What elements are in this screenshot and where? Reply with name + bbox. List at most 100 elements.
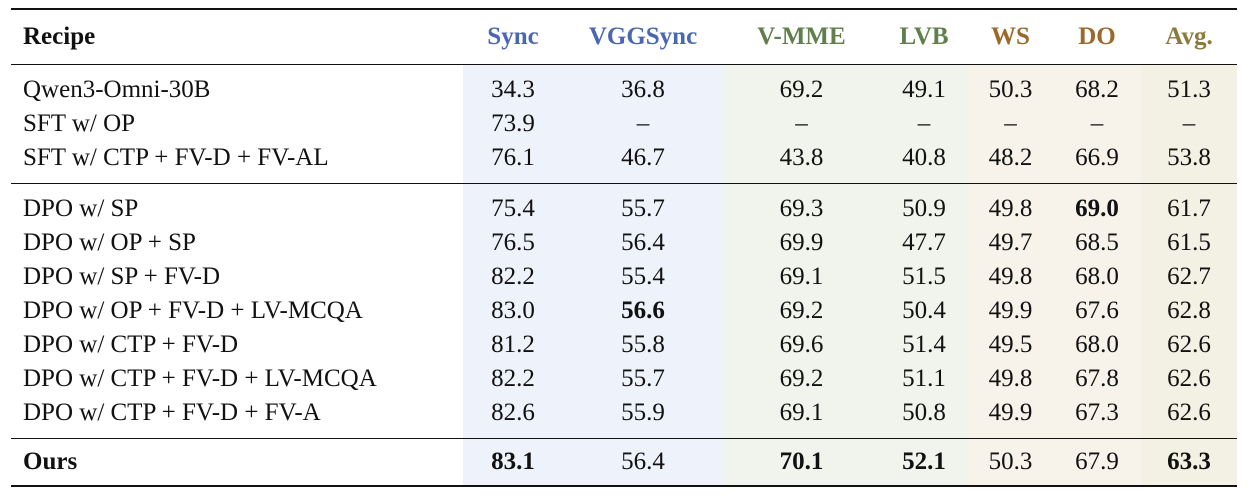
value-cell: 48.2	[968, 141, 1053, 175]
recipe-cell: DPO w/ SP + FV-D	[23, 263, 221, 290]
value-cell: 68.2	[1053, 73, 1141, 107]
value-cell: –	[1141, 107, 1237, 141]
value-cell: 62.8	[1141, 294, 1237, 328]
header-do: DO	[1078, 23, 1116, 50]
value-cell: 52.1	[880, 438, 968, 486]
spacer-cell	[1053, 175, 1141, 184]
value-cell: 67.8	[1053, 362, 1141, 396]
spacer-cell	[563, 64, 723, 73]
spacer-cell	[1053, 64, 1141, 73]
spacer-cell	[880, 183, 968, 192]
value-cell: 50.4	[880, 294, 968, 328]
spacer-cell	[723, 175, 880, 184]
table-row: DPO w/ OP + FV-D + LV-MCQA 83.0 56.6 69.2 50…	[11, 294, 1237, 328]
value-cell: 62.6	[1141, 328, 1237, 362]
header-recipe: Recipe	[23, 23, 96, 50]
value-cell: 49.9	[968, 294, 1053, 328]
value-cell: 63.3	[1141, 438, 1237, 486]
value-cell: 70.1	[723, 438, 880, 486]
spacer-cell	[11, 430, 463, 439]
table-row: SFT w/ OP 73.9– – – – – –	[11, 107, 1237, 141]
value-cell: 69.2	[723, 362, 880, 396]
value-cell: 49.7	[968, 226, 1053, 260]
recipe-cell: DPO w/ CTP + FV-D + FV-A	[23, 399, 321, 426]
value-cell: 51.4	[880, 328, 968, 362]
spacer-cell	[1053, 430, 1141, 439]
value-cell: –	[723, 107, 880, 141]
spacer-cell	[463, 430, 563, 439]
spacer-cell	[463, 175, 563, 184]
spacer-cell	[968, 430, 1053, 439]
value-cell: 81.2	[463, 328, 563, 362]
value-cell: 66.9	[1053, 141, 1141, 175]
value-cell: –	[880, 107, 968, 141]
value-cell: 50.8	[880, 396, 968, 430]
value-cell: 62.6	[1141, 362, 1237, 396]
table-row: DPO w/ OP + SP 76.5 56.4 69.9 47.7 49.7 68.5 61…	[11, 226, 1237, 260]
value-cell: 56.4	[563, 226, 723, 260]
value-cell: 56.6	[563, 294, 723, 328]
value-cell: 50.3	[968, 438, 1053, 486]
value-cell: 69.2	[723, 73, 880, 107]
table-row: SFT w/ CTP + FV-D + FV-AL 76.1 46.7 43.8 40.…	[11, 141, 1237, 175]
value-cell: 69.6	[723, 328, 880, 362]
value-cell: 55.7	[563, 362, 723, 396]
table-row: DPO w/ CTP + FV-D + LV-MCQA 82.2 55.7 69.2 5…	[11, 362, 1237, 396]
value-cell: 55.4	[563, 260, 723, 294]
value-cell: –	[563, 107, 723, 141]
table-row: DPO w/ CTP + FV-D + FV-A 82.6 55.9 69.1 50.8…	[11, 396, 1237, 430]
value-cell: 67.6	[1053, 294, 1141, 328]
value-cell: 34.3	[463, 73, 563, 107]
value-cell: 55.7	[563, 192, 723, 226]
table-row: DPO w/ SP 75.4 55.7 69.3 50.9 49.8 69.0 61.7	[11, 192, 1237, 226]
spacer-cell	[563, 175, 723, 184]
spacer-cell	[1141, 175, 1237, 184]
value-cell: 82.2	[463, 260, 563, 294]
value-cell: 69.0	[1053, 192, 1141, 226]
value-cell: 67.9	[1053, 438, 1141, 486]
value-cell: 69.1	[723, 396, 880, 430]
header-row: Recipe Sync VGGSync V-MME LVB WS DO Avg.	[11, 9, 1237, 65]
value-cell: 62.6	[1141, 396, 1237, 430]
value-cell: 55.9	[563, 396, 723, 430]
value-cell: 69.1	[723, 260, 880, 294]
value-cell: 68.5	[1053, 226, 1141, 260]
value-cell: 51.3	[1141, 73, 1237, 107]
recipe-cell: Ours	[23, 448, 78, 475]
value-cell: 73.9	[463, 107, 563, 141]
value-cell: 50.9	[880, 192, 968, 226]
value-cell: 49.8	[968, 362, 1053, 396]
recipe-cell: SFT w/ OP	[23, 110, 136, 137]
results-table: Recipe Sync VGGSync V-MME LVB WS DO Avg.…	[11, 8, 1237, 487]
spacer-cell	[723, 64, 880, 73]
value-cell: 49.8	[968, 192, 1053, 226]
spacer-cell	[11, 175, 463, 184]
value-cell: 47.7	[880, 226, 968, 260]
spacer-row	[11, 183, 1237, 192]
spacer-cell	[1141, 183, 1237, 192]
value-cell: 61.5	[1141, 226, 1237, 260]
value-cell: –	[1053, 107, 1141, 141]
value-cell: 75.4	[463, 192, 563, 226]
spacer-cell	[968, 175, 1053, 184]
value-cell: 46.7	[563, 141, 723, 175]
header-lvb: LVB	[899, 23, 949, 50]
value-cell: 83.1	[463, 438, 563, 486]
table-row: Qwen3-Omni-30B 34.3 36.8 69.2 49.1 50.3 68.2 51…	[11, 73, 1237, 107]
value-cell: 49.8	[968, 260, 1053, 294]
value-cell: 76.1	[463, 141, 563, 175]
spacer-cell	[563, 183, 723, 192]
value-cell: 43.8	[723, 141, 880, 175]
value-cell: 51.5	[880, 260, 968, 294]
header-avg: Avg.	[1165, 23, 1213, 50]
spacer-cell	[11, 65, 463, 74]
spacer-cell	[1141, 64, 1237, 73]
header-vggsync: VGGSync	[588, 23, 698, 50]
header-vmme: V-MME	[757, 23, 846, 50]
spacer-cell	[463, 64, 563, 73]
value-cell: 68.0	[1053, 260, 1141, 294]
table-row: Ours 83.1 56.4 70.1 52.1 50.3 67.9 63.3	[11, 438, 1237, 486]
value-cell: 76.5	[463, 226, 563, 260]
table-body: Qwen3-Omni-30B 34.3 36.8 69.2 49.1 50.3 68.2 51…	[11, 64, 1237, 486]
